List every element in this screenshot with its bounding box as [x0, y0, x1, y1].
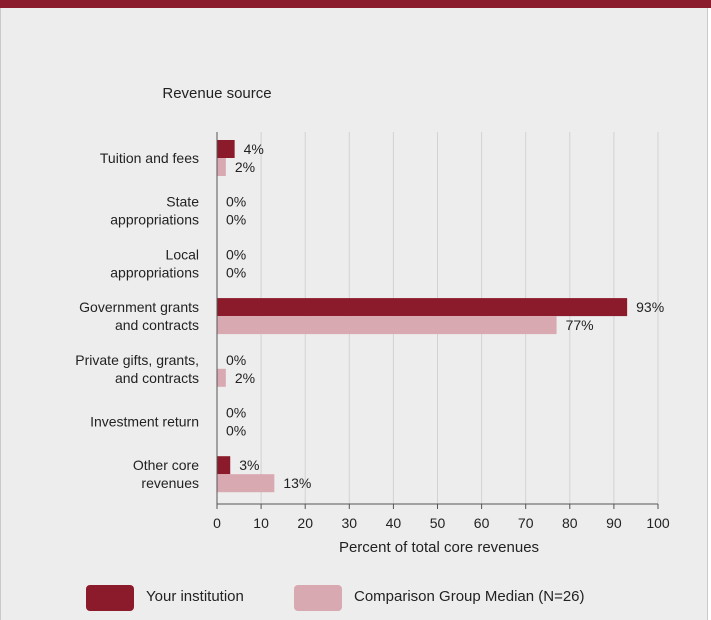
bar-value-label: 3%	[239, 457, 259, 473]
x-tick-label: 30	[342, 515, 358, 531]
bar-value-label: 0%	[226, 423, 246, 439]
x-tick-label: 90	[606, 515, 622, 531]
legend-swatch-your-institution	[86, 585, 134, 611]
legend-label-comparison-group: Comparison Group Median (N=26)	[354, 588, 585, 605]
x-tick-label: 70	[518, 515, 534, 531]
category-label: and contracts	[115, 317, 199, 333]
category-label: Investment return	[90, 414, 199, 430]
bar-value-label: 93%	[636, 299, 664, 315]
category-label: appropriations	[110, 212, 199, 228]
category-label: revenues	[141, 475, 199, 491]
legend: Your institution Comparison Group Median…	[0, 578, 711, 618]
bar-value-label: 0%	[226, 194, 246, 210]
bar-value-label: 0%	[226, 264, 246, 280]
x-tick-label: 100	[646, 515, 670, 531]
bar-comparison-group	[217, 158, 226, 176]
bar-your-institution	[217, 140, 235, 158]
x-tick-label: 40	[386, 515, 402, 531]
axes	[216, 132, 659, 509]
bar-value-label: 0%	[226, 212, 246, 228]
legend-label-your-institution: Your institution	[146, 588, 244, 605]
bar-your-institution	[217, 298, 628, 317]
bar-value-label: 77%	[566, 317, 594, 333]
bar-comparison-group	[217, 474, 275, 493]
x-tick-label: 0	[213, 515, 221, 531]
x-tick-label: 80	[562, 515, 578, 531]
x-tick-labels: 0 10 20 30 40 50 60 70 80 90 100	[213, 515, 670, 531]
category-label: appropriations	[110, 264, 199, 280]
bar-labels: 4% 2% 0% 0% 0% 0% 93% 77% 0% 2% 0% 0% 3% 13%	[226, 141, 664, 491]
x-tick-label: 60	[474, 515, 490, 531]
bar-value-label: 13%	[283, 475, 311, 491]
category-label: Government grants	[79, 299, 199, 315]
x-tick-label: 20	[297, 515, 313, 531]
header-bar	[0, 0, 711, 8]
category-label: Other core	[133, 457, 199, 473]
category-label: Local	[166, 246, 199, 262]
category-label: and contracts	[115, 370, 199, 386]
x-tick-label: 50	[430, 515, 446, 531]
category-label: Private gifts, grants,	[75, 352, 199, 368]
category-label: Tuition and fees	[100, 150, 199, 166]
legend-swatch-comparison-group	[294, 585, 342, 611]
bar-value-label: 0%	[226, 405, 246, 421]
x-tick-label: 10	[253, 515, 269, 531]
category-labels: Tuition and fees State appropriations Local…	[75, 150, 199, 491]
category-label: State	[166, 194, 199, 210]
bar-value-label: 0%	[226, 246, 246, 262]
bar-value-label: 2%	[235, 370, 255, 386]
bar-value-label: 0%	[226, 352, 246, 368]
bar-value-label: 2%	[235, 159, 255, 175]
bar-comparison-group	[217, 368, 226, 387]
bar-value-label: 4%	[244, 141, 264, 157]
chart-title: Revenue source	[162, 85, 271, 102]
chart-panel: Revenue source 4% 2% 0% 0% 0% 0% 93% 77% 0% 2% 0% 0…	[0, 8, 708, 620]
bar-your-institution	[217, 456, 231, 475]
bar-comparison-group	[217, 316, 557, 335]
bars	[217, 140, 628, 493]
revenue-source-chart: Revenue source 4% 2% 0% 0% 0% 0% 93% 77% 0% 2% 0% 0…	[75, 85, 670, 556]
x-axis-label: Percent of total core revenues	[339, 539, 539, 556]
